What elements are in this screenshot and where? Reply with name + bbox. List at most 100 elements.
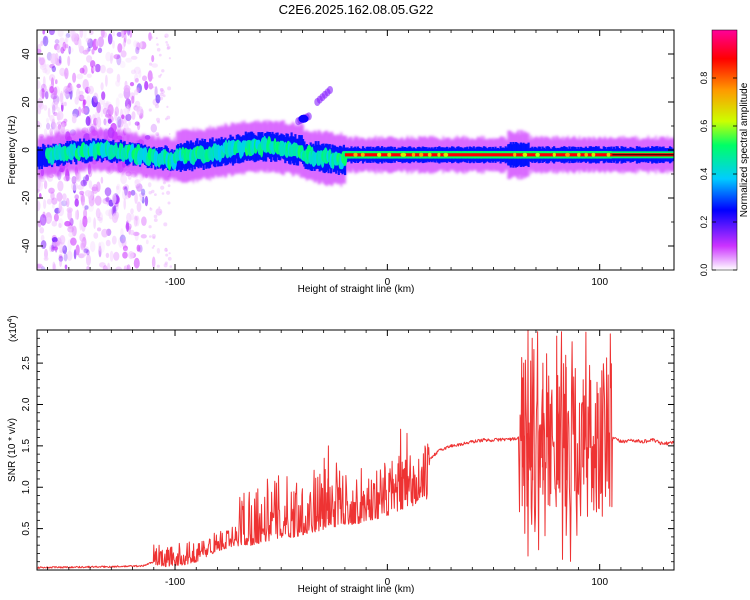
noise-blob	[97, 227, 102, 232]
noise-blob	[56, 121, 63, 126]
noise-speckle	[160, 185, 165, 190]
noise-speckle	[169, 265, 173, 268]
y-tick-label: 0	[21, 147, 32, 153]
noise-blob	[80, 179, 88, 187]
noise-blob	[130, 69, 137, 75]
noise-blob	[37, 201, 41, 210]
noise-blob	[60, 101, 65, 106]
colorbar-tick-label: 0.4	[699, 168, 709, 181]
noise-speckle	[164, 248, 168, 252]
y-tick-label: 40	[21, 48, 32, 60]
noise-blob	[126, 220, 129, 233]
noise-blob	[52, 261, 56, 270]
noise-blob	[58, 236, 64, 243]
noise-blob	[62, 42, 69, 50]
noise-blob	[76, 172, 81, 182]
colorbar-tick-label: 0.8	[699, 72, 709, 85]
noise-blob	[124, 265, 129, 270]
noise-blob	[122, 41, 126, 51]
noise-blob	[131, 95, 135, 104]
noise-blob	[100, 176, 104, 184]
noise-blob	[56, 45, 61, 53]
noise-blob	[121, 30, 124, 39]
band-hot-spot	[522, 152, 528, 157]
noise-blob	[87, 38, 94, 48]
noise-blob	[37, 97, 43, 108]
band-core-strip	[38, 148, 41, 170]
noise-blob	[96, 181, 101, 193]
noise-blob	[91, 48, 95, 55]
noise-speckle	[162, 181, 166, 185]
noise-blob	[134, 215, 139, 221]
noise-blob	[147, 70, 153, 82]
noise-blob	[86, 95, 91, 108]
noise-blob	[74, 96, 79, 105]
y-tick-label: 2.5	[21, 356, 32, 370]
noise-blob	[57, 30, 64, 37]
noise-blob	[122, 251, 128, 259]
noise-blob	[86, 249, 90, 256]
noise-blob	[114, 111, 118, 121]
spectrogram-x-ticks: -100 0 100	[47, 30, 664, 288]
colorbar-tick-label: 0.0	[699, 264, 709, 277]
noise-blob	[76, 83, 81, 89]
noise-blob	[107, 118, 112, 124]
noise-blob	[87, 203, 94, 212]
snr-series-line	[37, 330, 674, 569]
x-tick-label: 0	[385, 577, 391, 588]
noise-blob	[93, 217, 96, 229]
noise-blob	[139, 195, 143, 202]
noise-blob	[39, 193, 42, 199]
noise-speckle	[166, 190, 171, 195]
noise-blob	[121, 238, 127, 248]
noise-blob	[97, 216, 103, 221]
noise-blob	[46, 117, 49, 123]
band-hot-spot	[535, 152, 540, 157]
band-hot-spot	[419, 152, 424, 157]
noise-blob	[62, 245, 68, 254]
noise-blob	[121, 114, 125, 120]
noise-blob	[64, 67, 69, 80]
noise-blob	[82, 215, 88, 228]
noise-blob	[126, 38, 132, 45]
noise-blob	[129, 30, 133, 38]
noise-blob	[71, 113, 78, 120]
noise-speckle	[159, 211, 162, 214]
noise-blob	[50, 244, 55, 252]
noise-blob	[134, 184, 140, 189]
noise-blob	[94, 195, 102, 206]
band-hot-spot	[513, 152, 517, 157]
noise-blob	[79, 219, 82, 231]
noise-blob	[124, 223, 132, 230]
noise-blob	[42, 30, 45, 35]
noise-blob	[133, 40, 138, 48]
noise-speckle	[149, 207, 153, 211]
snr-frame	[36, 329, 675, 571]
noise-blob	[147, 182, 152, 188]
noise-speckle	[163, 263, 168, 268]
band-hot-spot	[400, 152, 407, 157]
noise-blob	[79, 95, 86, 101]
noise-blob	[112, 31, 115, 37]
noise-blob	[39, 227, 45, 234]
band-hot-spot	[443, 152, 449, 157]
noise-blob	[118, 236, 124, 248]
noise-blob	[98, 98, 106, 105]
noise-blob	[116, 73, 121, 83]
noise-blob	[83, 248, 89, 254]
noise-blob	[50, 53, 58, 65]
noise-blob	[65, 35, 69, 43]
y-tick-label: 0.5	[21, 521, 32, 535]
noise-speckle	[164, 117, 168, 121]
noise-blob	[42, 35, 49, 47]
noise-speckle	[149, 207, 152, 209]
noise-blob	[58, 55, 62, 64]
noise-speckle	[152, 236, 156, 240]
noise-blob	[120, 228, 124, 238]
snr-plot-area	[37, 330, 674, 570]
noise-speckle	[150, 36, 154, 39]
noise-blob	[55, 79, 58, 85]
noise-blob	[80, 194, 85, 206]
noise-blob	[71, 34, 78, 42]
